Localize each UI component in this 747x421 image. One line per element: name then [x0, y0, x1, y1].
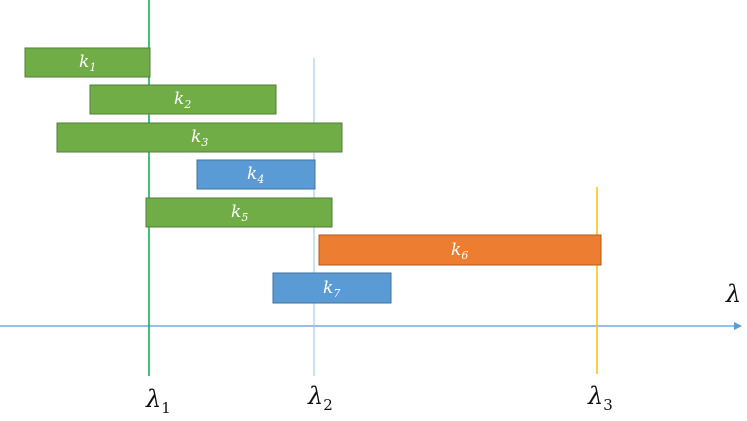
bar-k1-rect [24, 47, 151, 78]
bar-k6-label: k6 [451, 240, 468, 262]
lambda-2-label: λ2 [307, 382, 333, 414]
bar-k2: k2 [89, 84, 277, 115]
bar-k4-rect [196, 159, 316, 190]
bar-k4: k4 [196, 159, 316, 190]
lambda-1-label: λ1 [145, 385, 171, 417]
bar-k1-label: k1 [79, 52, 96, 74]
bar-k7: k7 [272, 272, 392, 304]
bar-k6-rect [318, 234, 602, 266]
bar-k1: k1 [24, 47, 151, 78]
bar-k5: k5 [145, 197, 333, 228]
bar-k7-rect [272, 272, 392, 304]
bar-k7-label: k7 [323, 278, 340, 300]
bar-k2-label: k2 [174, 89, 191, 111]
bar-k4-label: k4 [247, 164, 264, 186]
bar-k5-label: k5 [231, 202, 248, 224]
axis-label: λ [725, 280, 741, 308]
bar-k3: k3 [56, 122, 343, 153]
bar-k3-rect [56, 122, 343, 153]
bar-k6: k6 [318, 234, 602, 266]
lambda-3-label: λ3 [587, 382, 613, 414]
bar-k2-rect [89, 84, 277, 115]
bar-k3-label: k3 [191, 127, 208, 149]
bar-k5-rect [145, 197, 333, 228]
